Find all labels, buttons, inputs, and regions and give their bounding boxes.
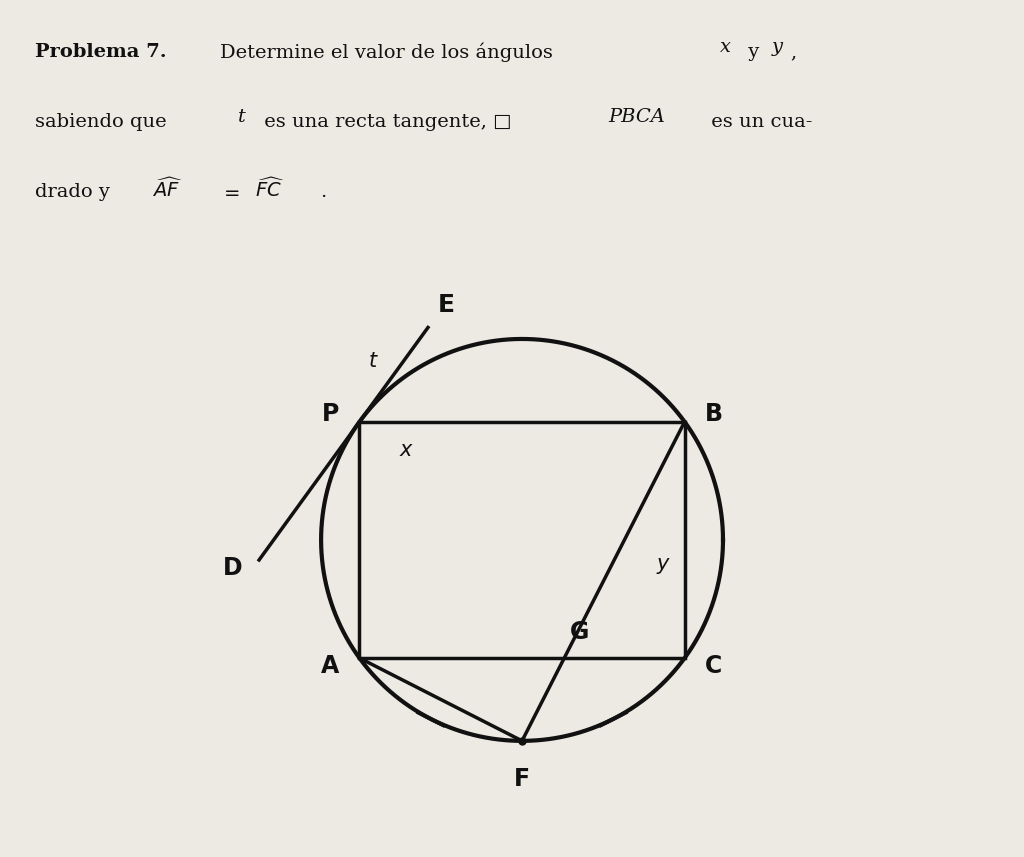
Text: .: . xyxy=(319,183,327,201)
Text: t: t xyxy=(369,351,377,371)
Text: $\widehat{AF}$: $\widehat{AF}$ xyxy=(152,177,182,201)
Text: A: A xyxy=(322,654,339,678)
Text: t: t xyxy=(238,108,246,126)
Text: Determine el valor de los ángulos: Determine el valor de los ángulos xyxy=(220,42,559,62)
Text: F: F xyxy=(514,767,530,791)
Text: y: y xyxy=(656,554,669,574)
Text: B: B xyxy=(705,402,723,426)
Text: C: C xyxy=(705,654,722,678)
Text: ,: , xyxy=(790,43,796,61)
Text: es una recta tangente, □: es una recta tangente, □ xyxy=(258,113,512,131)
Text: Problema 7.: Problema 7. xyxy=(35,43,167,61)
Text: $=$: $=$ xyxy=(220,183,241,201)
Text: E: E xyxy=(438,293,455,317)
Text: drado y: drado y xyxy=(35,183,116,201)
Text: x: x xyxy=(399,440,412,460)
Text: sabiendo que: sabiendo que xyxy=(35,113,173,131)
Text: G: G xyxy=(570,620,590,644)
Text: D: D xyxy=(223,556,243,580)
Text: x: x xyxy=(720,38,731,56)
Text: y: y xyxy=(742,43,766,61)
Text: $\widehat{FC}$: $\widehat{FC}$ xyxy=(255,177,285,201)
Text: PBCA: PBCA xyxy=(608,108,665,126)
Text: P: P xyxy=(322,402,339,426)
Text: y: y xyxy=(772,38,783,56)
Text: es un cua-: es un cua- xyxy=(705,113,812,131)
